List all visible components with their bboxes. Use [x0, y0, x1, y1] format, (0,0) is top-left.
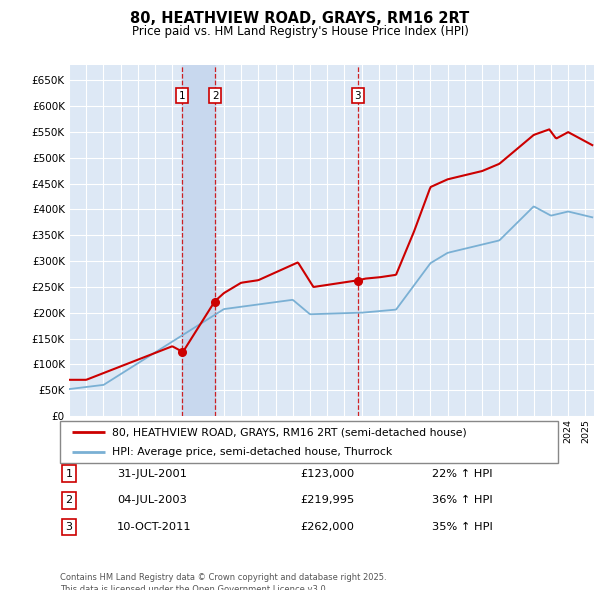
- Text: 2: 2: [65, 496, 73, 505]
- Text: 35% ↑ HPI: 35% ↑ HPI: [432, 522, 493, 532]
- Text: 3: 3: [65, 522, 73, 532]
- Text: 22% ↑ HPI: 22% ↑ HPI: [432, 469, 493, 478]
- Text: 80, HEATHVIEW ROAD, GRAYS, RM16 2RT: 80, HEATHVIEW ROAD, GRAYS, RM16 2RT: [130, 11, 470, 25]
- Text: 36% ↑ HPI: 36% ↑ HPI: [432, 496, 493, 505]
- Text: £219,995: £219,995: [300, 496, 354, 505]
- Text: 80, HEATHVIEW ROAD, GRAYS, RM16 2RT (semi-detached house): 80, HEATHVIEW ROAD, GRAYS, RM16 2RT (sem…: [112, 427, 467, 437]
- Text: 1: 1: [179, 91, 185, 101]
- FancyBboxPatch shape: [60, 421, 558, 463]
- Text: Price paid vs. HM Land Registry's House Price Index (HPI): Price paid vs. HM Land Registry's House …: [131, 25, 469, 38]
- Text: 10-OCT-2011: 10-OCT-2011: [117, 522, 191, 532]
- Text: 1: 1: [65, 469, 73, 478]
- Text: 04-JUL-2003: 04-JUL-2003: [117, 496, 187, 505]
- Text: Contains HM Land Registry data © Crown copyright and database right 2025.
This d: Contains HM Land Registry data © Crown c…: [60, 573, 386, 590]
- Text: 2: 2: [212, 91, 218, 101]
- Text: HPI: Average price, semi-detached house, Thurrock: HPI: Average price, semi-detached house,…: [112, 447, 392, 457]
- Text: 31-JUL-2001: 31-JUL-2001: [117, 469, 187, 478]
- Bar: [182, 65, 215, 416]
- Text: £262,000: £262,000: [300, 522, 354, 532]
- Text: £123,000: £123,000: [300, 469, 354, 478]
- Text: 3: 3: [355, 91, 361, 101]
